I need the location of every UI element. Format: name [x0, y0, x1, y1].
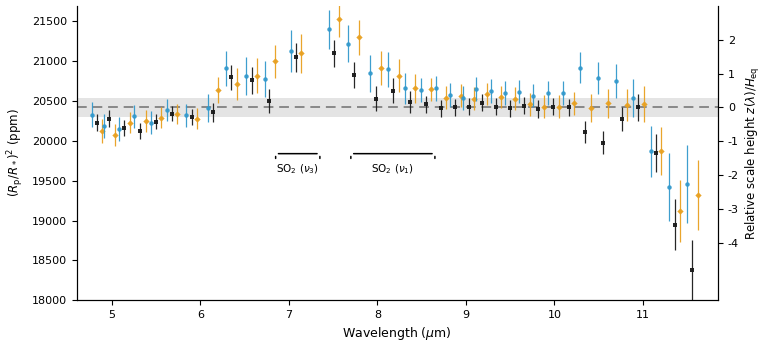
Text: SO$_2$ ($\nu_3$): SO$_2$ ($\nu_3$) [276, 163, 319, 176]
Y-axis label: $(R_{\rm p}/R_*)^2$ (ppm): $(R_{\rm p}/R_*)^2$ (ppm) [5, 109, 26, 197]
Y-axis label: Relative scale height $z(\lambda)/H_{\rm eq}$: Relative scale height $z(\lambda)/H_{\rm… [744, 66, 763, 240]
X-axis label: Wavelength ($\mu$m): Wavelength ($\mu$m) [343, 325, 452, 342]
Text: SO$_2$ ($\nu_1$): SO$_2$ ($\nu_1$) [372, 163, 415, 176]
Bar [77, 98, 718, 117]
